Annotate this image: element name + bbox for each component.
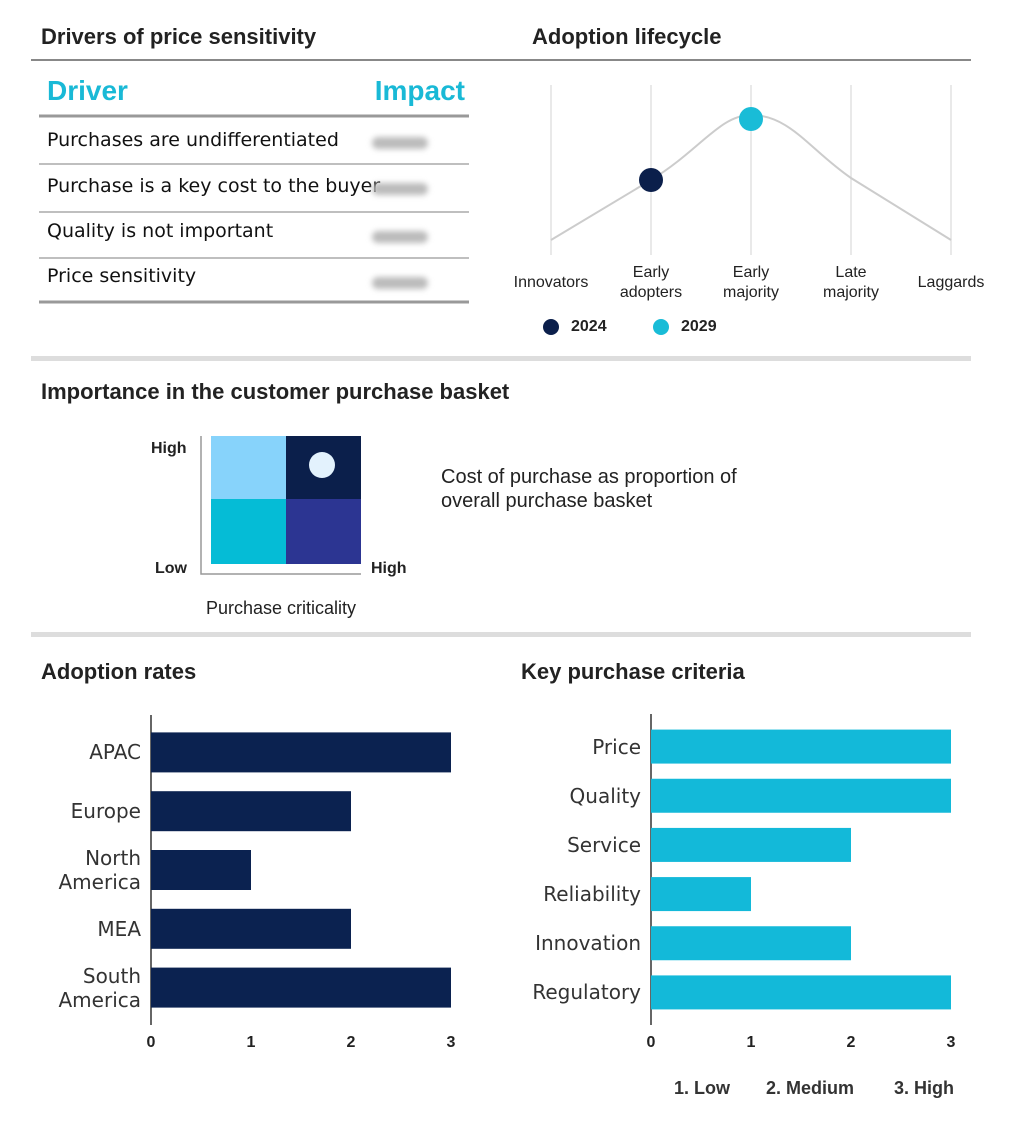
bar	[151, 850, 251, 890]
y-tick-label: Price	[592, 734, 641, 759]
table-cell: Purchases are undifferentiated	[47, 129, 339, 151]
bar	[151, 732, 451, 773]
x-tick-label: Early majority	[722, 264, 779, 301]
x-tick-label: Late majority	[822, 264, 879, 301]
bar	[651, 975, 951, 1010]
bar	[651, 877, 751, 912]
y-tick-label: Europe	[70, 799, 141, 824]
bar	[151, 791, 351, 832]
column-header: Driver	[47, 75, 128, 106]
y-tick-label: North America	[58, 846, 142, 894]
y-tick-label: Reliability	[543, 882, 641, 907]
x-tick-label: Innovators	[513, 274, 589, 291]
y-tick-label: Quality	[569, 783, 641, 808]
bar	[151, 908, 351, 949]
quadrant-cell	[211, 436, 286, 499]
quadrant-marker	[309, 452, 335, 478]
legend-marker	[543, 319, 559, 335]
divider	[31, 356, 971, 361]
x-tick-label: Early adopters	[619, 264, 683, 301]
x-tick-label: 0	[147, 1034, 156, 1051]
x-tick-label: 1	[247, 1034, 256, 1051]
quadrant-cell	[211, 499, 286, 564]
column-header: Impact	[374, 75, 465, 106]
bar	[651, 827, 851, 862]
section-title: Adoption rates	[41, 659, 197, 684]
x-tick-label: Laggards	[917, 274, 985, 291]
divider	[31, 632, 971, 637]
quadrant-cell	[286, 499, 361, 564]
axis-label: High	[151, 440, 187, 457]
y-tick-label: Innovation	[535, 931, 641, 956]
stage-marker	[739, 107, 763, 131]
stage-marker	[639, 168, 663, 192]
x-tick-label: 3	[447, 1034, 456, 1051]
bar	[651, 926, 851, 961]
table-cell: Purchase is a key cost to the buyer	[47, 175, 381, 197]
table-cell: Price sensitivity	[47, 265, 197, 287]
section-title: Drivers of price sensitivity	[41, 24, 317, 49]
y-tick-label: Regulatory	[532, 980, 641, 1005]
y-tick-label: APAC	[89, 740, 141, 765]
x-tick-label: 1	[747, 1034, 756, 1051]
section-title: Importance in the customer purchase bask…	[41, 379, 510, 404]
y-tick-label: MEA	[97, 916, 141, 941]
bar	[651, 729, 951, 764]
x-tick-label: 2	[847, 1034, 856, 1051]
blurred-cell	[372, 277, 428, 289]
scale-label: 1. Low	[673, 1078, 730, 1098]
section-title: Key purchase criteria	[521, 659, 745, 684]
section-title: Adoption lifecycle	[532, 24, 722, 49]
quadrant-axes	[200, 436, 361, 575]
legend-label: 2029	[681, 318, 717, 335]
y-tick-label: Service	[567, 832, 641, 857]
blurred-cell	[372, 231, 428, 243]
blurred-cell	[372, 137, 428, 149]
bar	[151, 967, 451, 1008]
scale-label: 3. High	[893, 1078, 954, 1098]
description: Cost of purchase as proportion of overal…	[441, 466, 737, 512]
bar	[651, 778, 951, 813]
axis-title: Purchase criticality	[205, 598, 357, 618]
scale-label: 2. Medium	[765, 1078, 854, 1098]
blurred-cell	[372, 183, 428, 195]
x-tick-label: 2	[347, 1034, 356, 1051]
x-tick-label: 3	[947, 1034, 956, 1051]
y-tick-label: South America	[58, 963, 142, 1012]
table-cell: Quality is not important	[47, 220, 274, 242]
x-tick-label: 0	[647, 1034, 656, 1051]
axis-label: Low	[155, 560, 187, 577]
legend-label: 2024	[571, 318, 607, 335]
axis-label: High	[371, 560, 407, 577]
legend-marker	[653, 319, 669, 335]
